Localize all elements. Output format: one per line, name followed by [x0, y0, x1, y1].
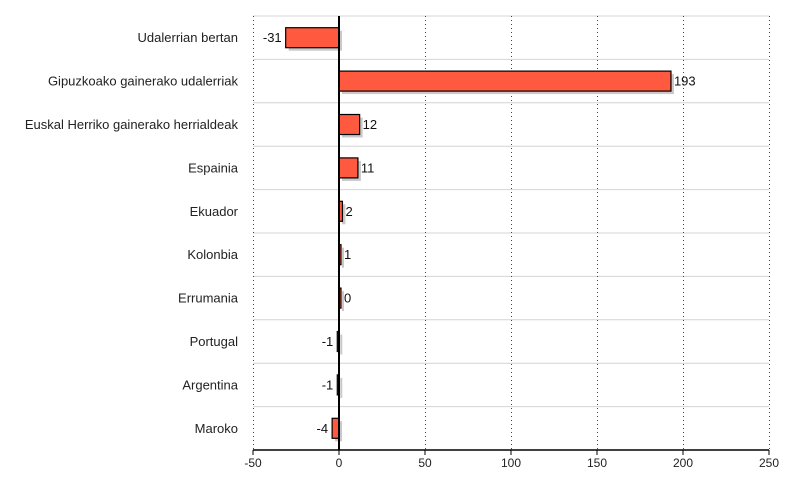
- x-tick-label: 150: [587, 456, 607, 470]
- bar: [285, 27, 340, 49]
- x-tick-label: 0: [336, 456, 343, 470]
- category-label: Gipuzkoako gainerako udalerriak: [48, 74, 239, 89]
- bar: [338, 157, 359, 179]
- category-label: Errumania: [178, 291, 239, 306]
- x-tick-label: -50: [244, 456, 262, 470]
- value-label: 1: [344, 247, 351, 262]
- category-label: Argentina: [182, 377, 238, 392]
- bar-shadow: [340, 377, 343, 398]
- category-label: Kolonbia: [187, 247, 238, 262]
- value-label: 0: [344, 291, 351, 306]
- category-label: Euskal Herriko gainerako herrialdeak: [25, 117, 239, 132]
- category-label: Ekuador: [190, 204, 239, 219]
- value-label: -1: [322, 377, 334, 392]
- x-tick-label: 50: [418, 456, 432, 470]
- category-label: Portugal: [190, 334, 239, 349]
- bar: [338, 113, 361, 136]
- x-tick-label: 200: [673, 456, 693, 470]
- bar: [338, 70, 672, 92]
- value-label: 193: [674, 74, 696, 89]
- bar-shadow: [342, 204, 346, 225]
- bar-shadow: [342, 247, 344, 268]
- value-label: 11: [361, 160, 375, 175]
- x-tick-label: 250: [759, 456, 779, 470]
- bar: [331, 417, 340, 439]
- value-label: -31: [263, 30, 282, 45]
- value-label: 12: [363, 117, 377, 132]
- value-label: -4: [317, 421, 329, 436]
- value-label: -1: [322, 334, 334, 349]
- category-label: Espainia: [188, 160, 239, 175]
- x-tick-label: 100: [501, 456, 521, 470]
- bar-shadow: [340, 334, 343, 355]
- value-label: 2: [345, 204, 352, 219]
- bar-shadow: [342, 291, 344, 312]
- category-label: Maroko: [195, 421, 238, 436]
- category-label: Udalerrian bertan: [138, 30, 238, 45]
